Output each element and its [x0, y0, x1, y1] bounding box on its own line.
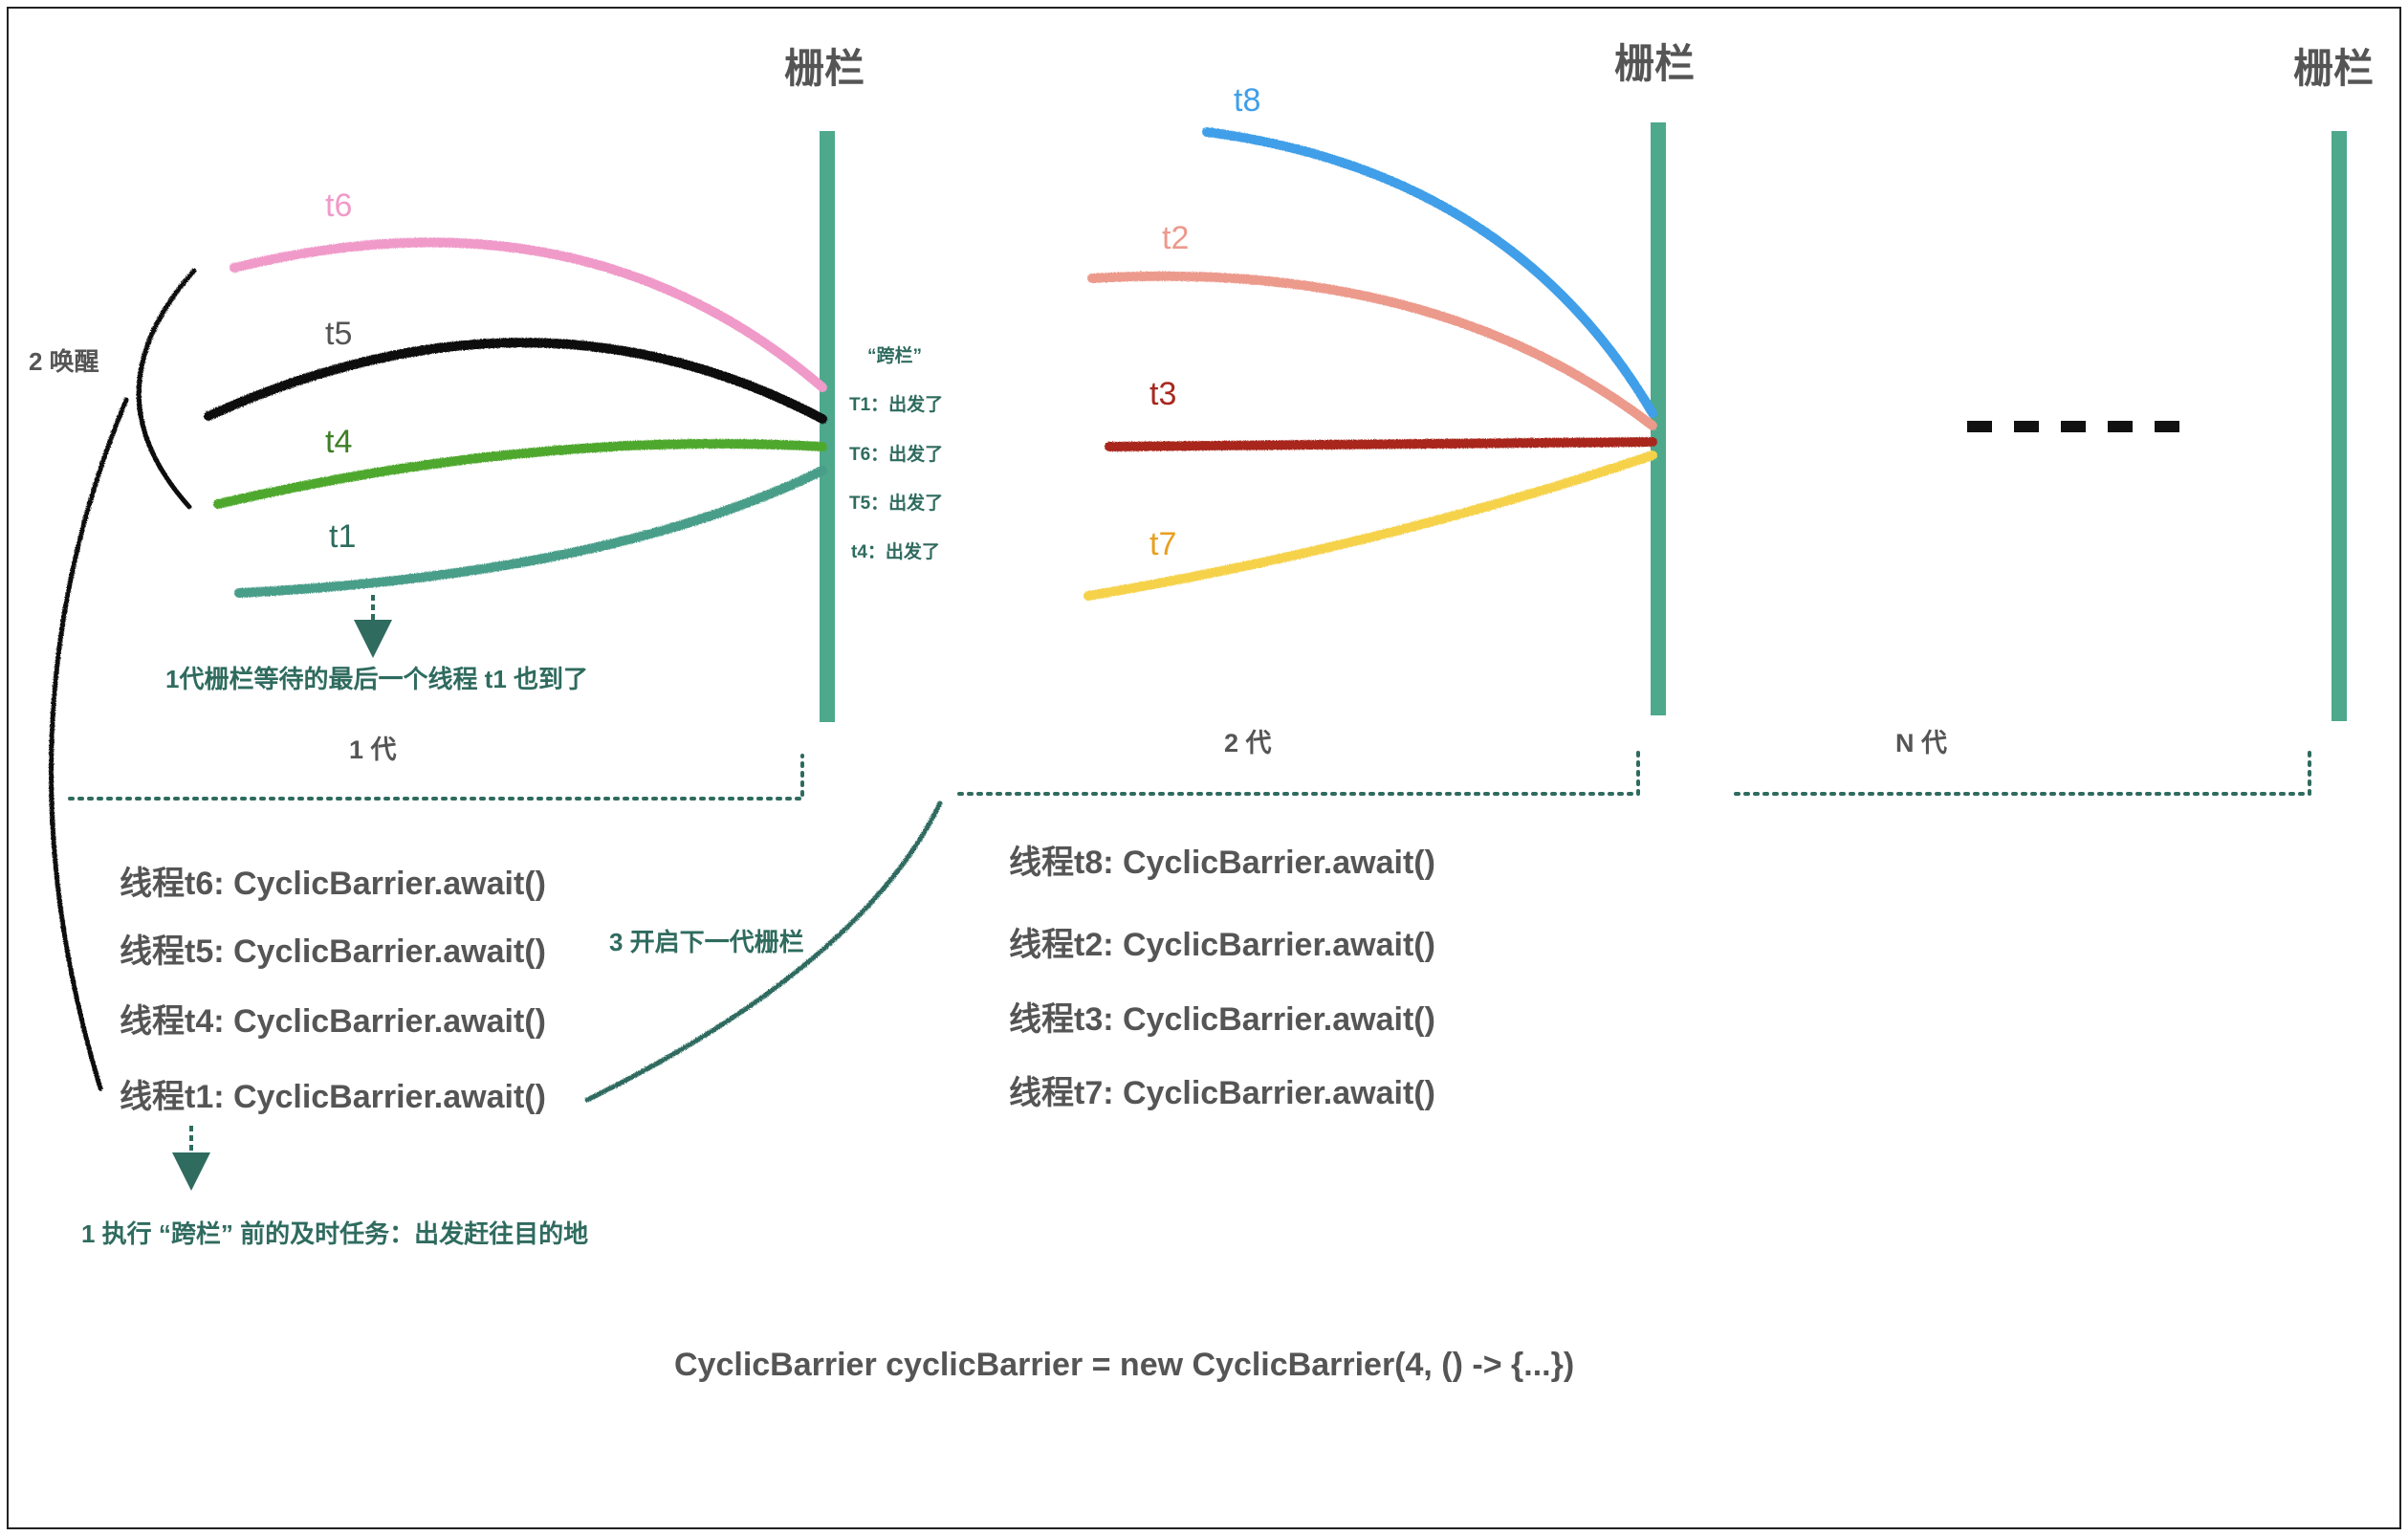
barrier-bar-2: [1651, 122, 1666, 715]
crossing-item-2: T6：出发了: [849, 445, 944, 465]
await-line-t4: 线程t4: CyclicBarrier.await(): [120, 1003, 546, 1040]
await-line-t7: 线程t7: CyclicBarrier.await(): [1009, 1075, 1435, 1111]
barrier-label-3: 栅栏: [2293, 46, 2375, 91]
thread-curve-t8: [1202, 127, 1657, 418]
thread-label-t8: t8: [1234, 82, 1261, 119]
outer-frame: [7, 7, 2401, 1529]
thread-curve-t7: [1084, 450, 1657, 601]
thread-label-t2: t2: [1162, 220, 1190, 256]
thread-curve-t4: [213, 438, 827, 509]
crossing-item-3: T5：出发了: [849, 494, 944, 514]
thread-label-t4: t4: [325, 424, 353, 460]
await-line-t2: 线程t2: CyclicBarrier.await(): [1009, 927, 1435, 963]
next-gen-note: 3 开启下一代栅栏: [609, 928, 804, 956]
gen2-dotted-bracket: [957, 749, 1640, 796]
constructor-code: CyclicBarrier cyclicBarrier = new Cyclic…: [674, 1347, 1575, 1383]
wake-bracket-curve: [136, 268, 197, 510]
await-line-t8: 线程t8: CyclicBarrier.await(): [1009, 845, 1435, 881]
thread-curve-t6: [230, 237, 827, 392]
last-thread-note: 1代栅栏等待的最后一个线程 t1 也到了: [165, 665, 589, 693]
thread-label-t6: t6: [325, 187, 353, 224]
barrier-bar-3: [2331, 131, 2347, 721]
thread-curve-t2: [1087, 271, 1657, 430]
thread-curve-t5: [204, 338, 827, 424]
await-line-t6: 线程t6: CyclicBarrier.await(): [120, 866, 546, 902]
gen3-dotted-bracket: [1734, 749, 2311, 796]
gen1-dotted-bracket: [68, 754, 804, 801]
ellipsis-dashes: [1967, 421, 2179, 432]
barrier-bar-1: [820, 131, 835, 722]
barrier-label-1: 栅栏: [784, 46, 865, 91]
thread-label-t1: t1: [329, 518, 357, 555]
gen-label-2: 2 代: [1224, 729, 1272, 757]
thread-label-t5: t5: [325, 316, 353, 352]
gen-label-1: 1 代: [349, 735, 397, 764]
thread-label-t3: t3: [1149, 376, 1177, 412]
crossing-item-4: t4：出发了: [851, 542, 940, 562]
wake-long-curve: [49, 397, 129, 1091]
barrier-label-2: 栅栏: [1614, 41, 1696, 86]
wake-note: 2 唤醒: [29, 347, 99, 376]
task-note: 1 执行 “跨栏” 前的及时任务：出发赶往目的地: [81, 1219, 589, 1248]
await-line-t5: 线程t5: CyclicBarrier.await(): [120, 933, 546, 970]
thread-curve-t3: [1105, 437, 1657, 451]
await-line-t1: 线程t1: CyclicBarrier.await(): [120, 1079, 546, 1115]
await-line-t3: 线程t3: CyclicBarrier.await(): [1009, 1001, 1435, 1038]
crossing-title: “跨栏”: [867, 346, 923, 366]
thread-curve-t1: [234, 466, 827, 598]
next-gen-curve: [584, 801, 943, 1103]
gen-label-n: N 代: [1895, 729, 1947, 757]
crossing-item-1: T1：出发了: [849, 395, 944, 415]
thread-label-t7: t7: [1149, 526, 1177, 562]
